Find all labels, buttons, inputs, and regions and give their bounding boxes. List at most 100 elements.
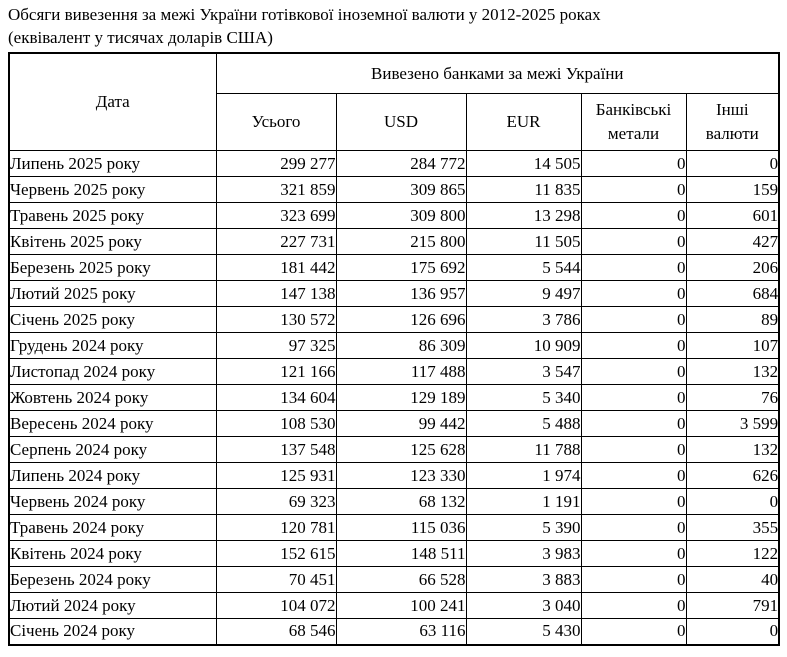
table-row: Травень 2024 року 120 781 115 036 5 390 0 355: [8, 514, 780, 541]
usd-cell: 148 511: [335, 540, 467, 567]
eur-cell: 10 909: [465, 332, 582, 359]
column-header-date: Дата: [8, 52, 217, 151]
other-cell: 122: [685, 540, 780, 567]
total-cell: 323 699: [215, 202, 337, 229]
other-cell: 684: [685, 280, 780, 307]
usd-cell: 125 628: [335, 436, 467, 463]
eur-cell: 5 390: [465, 514, 582, 541]
metals-cell: 0: [580, 358, 687, 385]
total-cell: 152 615: [215, 540, 337, 567]
header-row-columns: Усього USD EUR Банківські метали Інші ва…: [9, 93, 780, 151]
total-cell: 321 859: [215, 176, 337, 203]
table-row: Березень 2025 року 181 442 175 692 5 544 0 20…: [8, 254, 780, 281]
total-cell: 104 072: [215, 592, 337, 619]
total-cell: 120 781: [215, 514, 337, 541]
column-header-total: Усього: [215, 93, 337, 151]
eur-cell: 1 191: [465, 488, 582, 515]
table-row: Липень 2025 року 299 277 284 772 14 505 0 0: [8, 150, 780, 177]
metals-cell: 0: [580, 436, 687, 463]
usd-cell: 63 116: [335, 618, 467, 645]
metals-cell: 0: [580, 410, 687, 437]
metals-cell: 0: [580, 540, 687, 567]
other-cell: 791: [685, 592, 780, 619]
metals-cell: 0: [580, 150, 687, 177]
other-cell: 89: [685, 306, 780, 333]
total-cell: 97 325: [215, 332, 337, 359]
date-cell: Жовтень 2024 року: [8, 384, 217, 411]
eur-cell: 3 547: [465, 358, 582, 385]
usd-cell: 115 036: [335, 514, 467, 541]
page-title: Обсяги вивезення за межі України готівко…: [0, 0, 787, 49]
usd-cell: 68 132: [335, 488, 467, 515]
other-cell: 626: [685, 462, 780, 489]
usd-cell: 86 309: [335, 332, 467, 359]
eur-cell: 5 340: [465, 384, 582, 411]
table-row: Червень 2024 року 69 323 68 132 1 191 0 0: [8, 488, 780, 515]
other-cell: 0: [685, 618, 780, 645]
usd-cell: 284 772: [335, 150, 467, 177]
date-cell: Березень 2025 року: [8, 254, 217, 281]
date-cell: Листопад 2024 року: [8, 358, 217, 385]
usd-cell: 100 241: [335, 592, 467, 619]
total-cell: 70 451: [215, 566, 337, 593]
usd-cell: 309 865: [335, 176, 467, 203]
metals-cell: 0: [580, 566, 687, 593]
usd-cell: 129 189: [335, 384, 467, 411]
metals-cell: 0: [580, 618, 687, 645]
other-cell: 107: [685, 332, 780, 359]
eur-cell: 11 505: [465, 228, 582, 255]
eur-cell: 11 835: [465, 176, 582, 203]
metals-cell: 0: [580, 332, 687, 359]
eur-cell: 11 788: [465, 436, 582, 463]
total-cell: 227 731: [215, 228, 337, 255]
eur-cell: 3 983: [465, 540, 582, 567]
table-row: Березень 2024 року 70 451 66 528 3 883 0 40: [8, 566, 780, 593]
date-cell: Липень 2024 року: [8, 462, 217, 489]
other-cell: 206: [685, 254, 780, 281]
table-row: Серпень 2024 року 137 548 125 628 11 788 0 13…: [8, 436, 780, 463]
table-row: Лютий 2025 року 147 138 136 957 9 497 0 684: [8, 280, 780, 307]
date-cell: Червень 2025 року: [8, 176, 217, 203]
other-cell: 3 599: [685, 410, 780, 437]
date-cell: Травень 2025 року: [8, 202, 217, 229]
date-cell: Вересень 2024 року: [8, 410, 217, 437]
metals-cell: 0: [580, 280, 687, 307]
metals-cell: 0: [580, 514, 687, 541]
header-row-group: Дата Вивезено банками за межі України: [8, 52, 780, 151]
usd-cell: 309 800: [335, 202, 467, 229]
table-row: Вересень 2024 року 108 530 99 442 5 488 0 3 5…: [8, 410, 780, 437]
other-cell: 159: [685, 176, 780, 203]
table-row: Червень 2025 року 321 859 309 865 11 835 0 15…: [8, 176, 780, 203]
date-cell: Лютий 2025 року: [8, 280, 217, 307]
usd-cell: 126 696: [335, 306, 467, 333]
date-cell: Травень 2024 року: [8, 514, 217, 541]
usd-cell: 66 528: [335, 566, 467, 593]
eur-cell: 1 974: [465, 462, 582, 489]
eur-cell: 5 488: [465, 410, 582, 437]
other-cell: 76: [685, 384, 780, 411]
eur-cell: 5 430: [465, 618, 582, 645]
other-cell: 40: [685, 566, 780, 593]
other-cell: 0: [685, 488, 780, 515]
other-cell: 0: [685, 150, 780, 177]
table-row: Травень 2025 року 323 699 309 800 13 298 0 60…: [8, 202, 780, 229]
eur-cell: 9 497: [465, 280, 582, 307]
date-cell: Грудень 2024 року: [8, 332, 217, 359]
total-cell: 68 546: [215, 618, 337, 645]
table-row: Грудень 2024 року 97 325 86 309 10 909 0 107: [8, 332, 780, 359]
table-row: Лютий 2024 року 104 072 100 241 3 040 0 791: [8, 592, 780, 619]
date-cell: Серпень 2024 року: [8, 436, 217, 463]
usd-cell: 99 442: [335, 410, 467, 437]
page-title-line2: (еквівалент у тисячах доларів США): [8, 28, 273, 47]
date-cell: Березень 2024 року: [8, 566, 217, 593]
usd-cell: 215 800: [335, 228, 467, 255]
date-cell: Червень 2024 року: [8, 488, 217, 515]
column-header-eur: EUR: [465, 93, 582, 151]
usd-cell: 117 488: [335, 358, 467, 385]
column-header-metals: Банківські метали: [580, 93, 687, 151]
eur-cell: 3 786: [465, 306, 582, 333]
other-cell: 601: [685, 202, 780, 229]
table-row: Січень 2024 року 68 546 63 116 5 430 0 0: [8, 618, 780, 645]
other-cell: 427: [685, 228, 780, 255]
column-group-header: Вивезено банками за межі України: [215, 52, 780, 94]
